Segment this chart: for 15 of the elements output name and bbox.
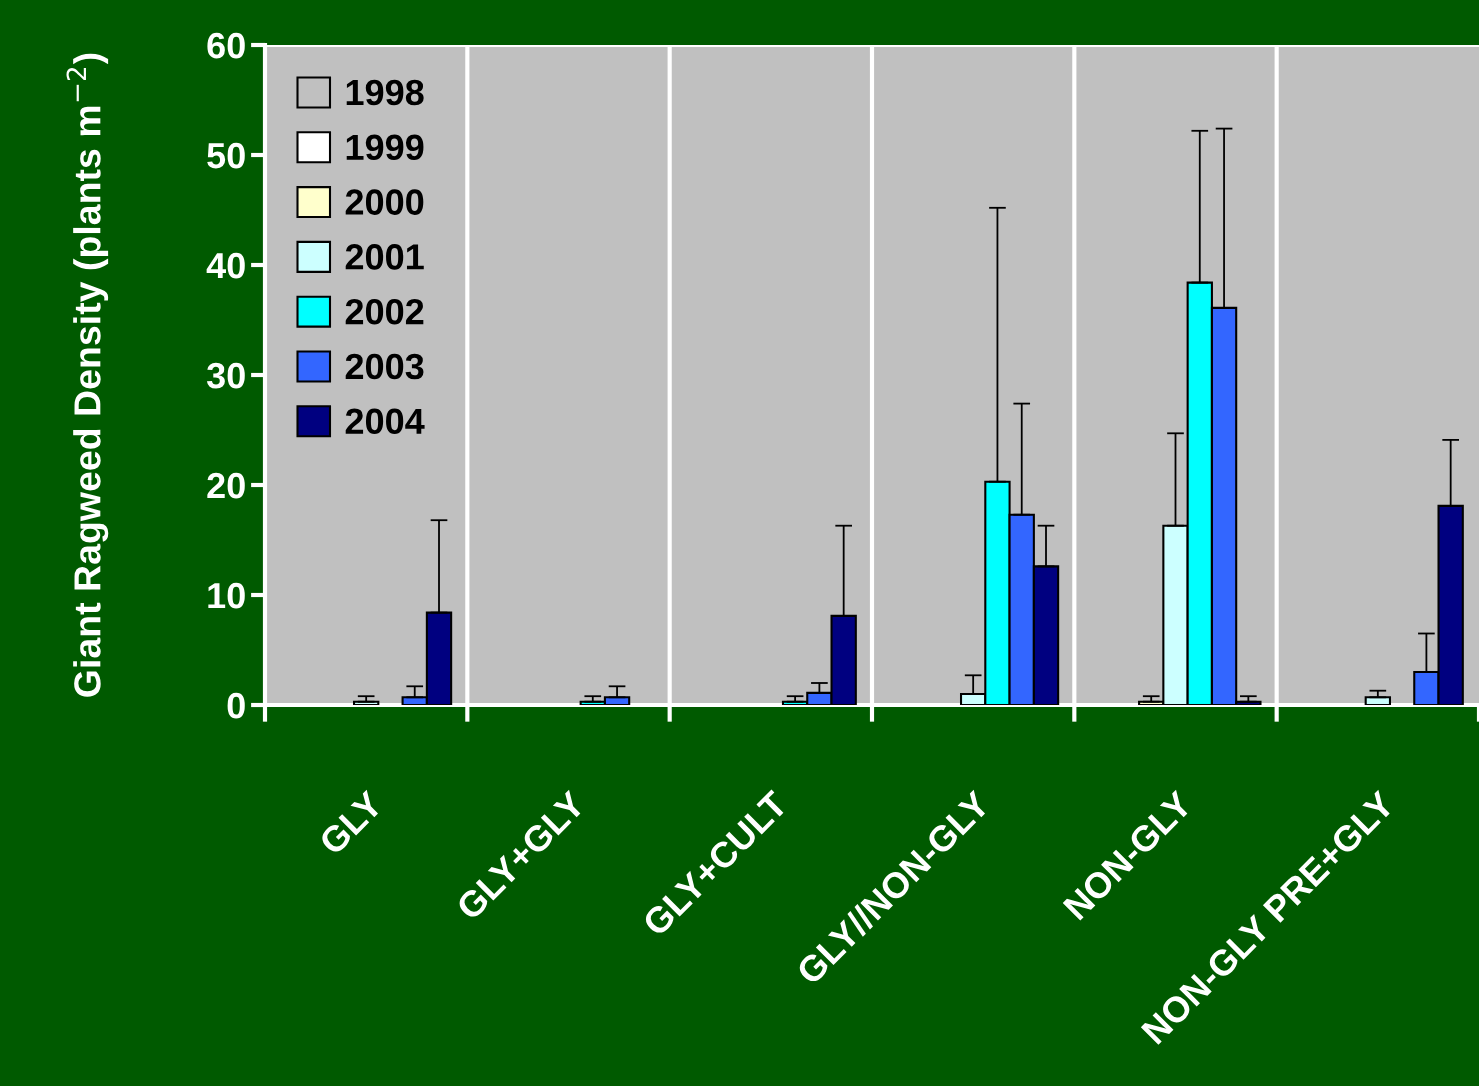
- y-tick-label: 10: [208, 582, 245, 609]
- y-tick-label: 40: [206, 252, 245, 279]
- legend-label: 2001: [345, 244, 424, 270]
- legend-label: 2000: [345, 189, 424, 215]
- legend-label: 2003: [345, 353, 424, 380]
- y-tick-label: 50: [207, 142, 245, 169]
- y-tick-label: 60: [207, 32, 245, 59]
- y-tick-label: 0: [227, 692, 245, 719]
- legend-label: 1999: [346, 134, 424, 161]
- legend-label: 1998: [346, 79, 424, 106]
- legend-label: 2002: [345, 298, 424, 325]
- y-tick-label: 30: [206, 362, 245, 389]
- y-tick-label: 20: [207, 472, 245, 499]
- y-axis-title: Giant Ragweed Density (plants m$^{−2}$): [66, 53, 109, 697]
- legend-label: 2004: [345, 408, 425, 435]
